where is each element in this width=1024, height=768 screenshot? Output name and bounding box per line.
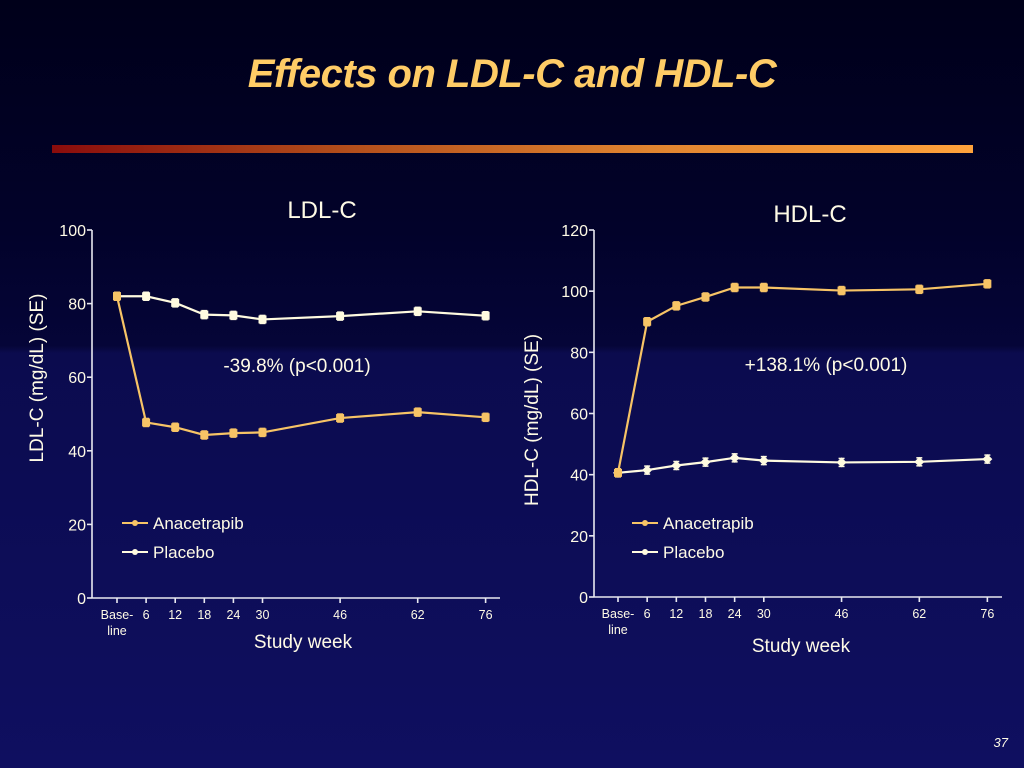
data-point-anacetrapib <box>336 414 345 423</box>
data-point-anacetrapib <box>481 413 490 422</box>
ldl-chart-title: LDL-C <box>287 197 356 224</box>
data-point-placebo <box>642 465 653 476</box>
x-tick-label: 12 <box>669 607 683 621</box>
y-tick-label: 20 <box>68 517 86 534</box>
data-point-placebo <box>982 454 993 465</box>
hdl-x-axis-title: Study week <box>752 636 851 657</box>
data-point-placebo <box>700 457 711 468</box>
data-point-placebo <box>336 312 345 321</box>
x-tick-label: 76 <box>980 607 994 621</box>
ldl-x-axis-title: Study week <box>254 632 353 653</box>
x-tick-label: 46 <box>835 607 849 621</box>
y-tick-label: 80 <box>68 297 86 314</box>
page-number: 37 <box>993 735 1008 750</box>
ldl-data-marks <box>113 291 490 440</box>
ldl-annotation: -39.8% (p<0.001) <box>223 356 370 377</box>
y-tick-label: 40 <box>570 468 588 485</box>
series-line-anacetrapib <box>616 282 988 474</box>
y-tick-label: 0 <box>77 591 86 608</box>
legend-marker-anacetrapib <box>642 520 648 526</box>
data-point-placebo <box>142 292 151 301</box>
y-tick-label: 0 <box>579 590 588 607</box>
data-point-anacetrapib <box>915 285 924 294</box>
x-tick-label: 62 <box>411 608 425 622</box>
y-tick-label: 100 <box>59 223 86 240</box>
data-point-placebo <box>671 460 682 471</box>
x-tick-label: 24 <box>226 608 240 622</box>
data-point-anacetrapib <box>413 408 422 417</box>
data-point-anacetrapib <box>200 430 209 439</box>
x-tick-label: 30 <box>256 608 270 622</box>
x-tick-label: 30 <box>757 607 771 621</box>
hdl-chart-title: HDL-C <box>773 201 846 228</box>
data-point-placebo <box>171 298 180 307</box>
x-tick-label: Base-line <box>602 607 635 637</box>
ldl-chart: LDL-C LDL-C (mg/dL) (SE) Study week -39.… <box>27 197 500 653</box>
data-point-anacetrapib <box>142 418 151 427</box>
data-point-anacetrapib <box>701 292 710 301</box>
data-point-anacetrapib <box>730 283 739 292</box>
hdl-data-marks <box>613 279 993 478</box>
data-point-anacetrapib <box>759 283 768 292</box>
ldl-y-axis-title: LDL-C (mg/dL) (SE) <box>27 294 48 463</box>
data-point-anacetrapib <box>229 429 238 438</box>
x-tick-label: 46 <box>333 608 347 622</box>
data-point-anacetrapib <box>837 286 846 295</box>
hdl-legend: Anacetrapib Placebo <box>632 514 754 562</box>
y-tick-label: 100 <box>561 284 588 301</box>
legend-label-anacetrapib: Anacetrapib <box>663 514 754 533</box>
data-point-placebo <box>729 452 740 463</box>
hdl-chart: HDL-C HDL-C (mg/dL) (SE) Study week +138… <box>522 201 1002 657</box>
legend-marker-placebo <box>132 549 138 555</box>
ldl-axes: 0 20 40 60 80 100 Base-line 6 12 18 24 30 46 62 76 <box>59 223 500 638</box>
ldl-legend: Anacetrapib Placebo <box>122 514 244 562</box>
data-point-placebo <box>481 311 490 320</box>
data-point-placebo <box>200 310 209 319</box>
data-point-anacetrapib <box>113 292 121 301</box>
y-tick-label: 20 <box>570 529 588 546</box>
legend-marker-placebo <box>642 549 648 555</box>
x-tick-label: 24 <box>728 607 742 621</box>
data-point-anacetrapib <box>983 279 992 288</box>
data-point-anacetrapib <box>643 317 652 326</box>
data-point-placebo <box>258 315 267 324</box>
data-point-placebo <box>836 457 847 468</box>
legend-label-placebo: Placebo <box>153 543 214 562</box>
data-point-placebo <box>758 455 769 466</box>
x-tick-label: Base-line <box>101 608 134 638</box>
x-tick-label: 18 <box>699 607 713 621</box>
x-tick-label: 18 <box>197 608 211 622</box>
x-tick-label: 6 <box>143 608 150 622</box>
legend-marker-anacetrapib <box>132 520 138 526</box>
title-divider-bar <box>52 145 973 153</box>
data-point-anacetrapib <box>258 428 267 437</box>
data-point-anacetrapib <box>614 468 622 477</box>
y-tick-label: 40 <box>68 444 86 461</box>
data-point-placebo <box>229 311 238 320</box>
hdl-annotation: +138.1% (p<0.001) <box>745 355 908 376</box>
data-point-placebo <box>914 456 925 467</box>
y-tick-label: 60 <box>68 370 86 387</box>
y-tick-label: 80 <box>570 345 588 362</box>
data-point-anacetrapib <box>672 301 681 310</box>
hdl-axes: 0 20 40 60 80 100 120 Base-line 6 12 18 24 30 46 62 76 <box>561 223 1002 637</box>
legend-label-placebo: Placebo <box>663 543 724 562</box>
data-point-placebo <box>413 307 422 316</box>
hdl-y-axis-title: HDL-C (mg/dL) (SE) <box>522 334 543 506</box>
x-tick-label: 12 <box>168 608 182 622</box>
data-point-anacetrapib <box>171 423 180 432</box>
y-tick-label: 60 <box>570 407 588 424</box>
x-tick-label: 76 <box>479 608 493 622</box>
x-tick-label: 6 <box>644 607 651 621</box>
slide-title: Effects on LDL-C and HDL-C <box>247 52 777 96</box>
x-tick-label: 62 <box>912 607 926 621</box>
legend-label-anacetrapib: Anacetrapib <box>153 514 244 533</box>
y-tick-label: 120 <box>561 223 588 240</box>
